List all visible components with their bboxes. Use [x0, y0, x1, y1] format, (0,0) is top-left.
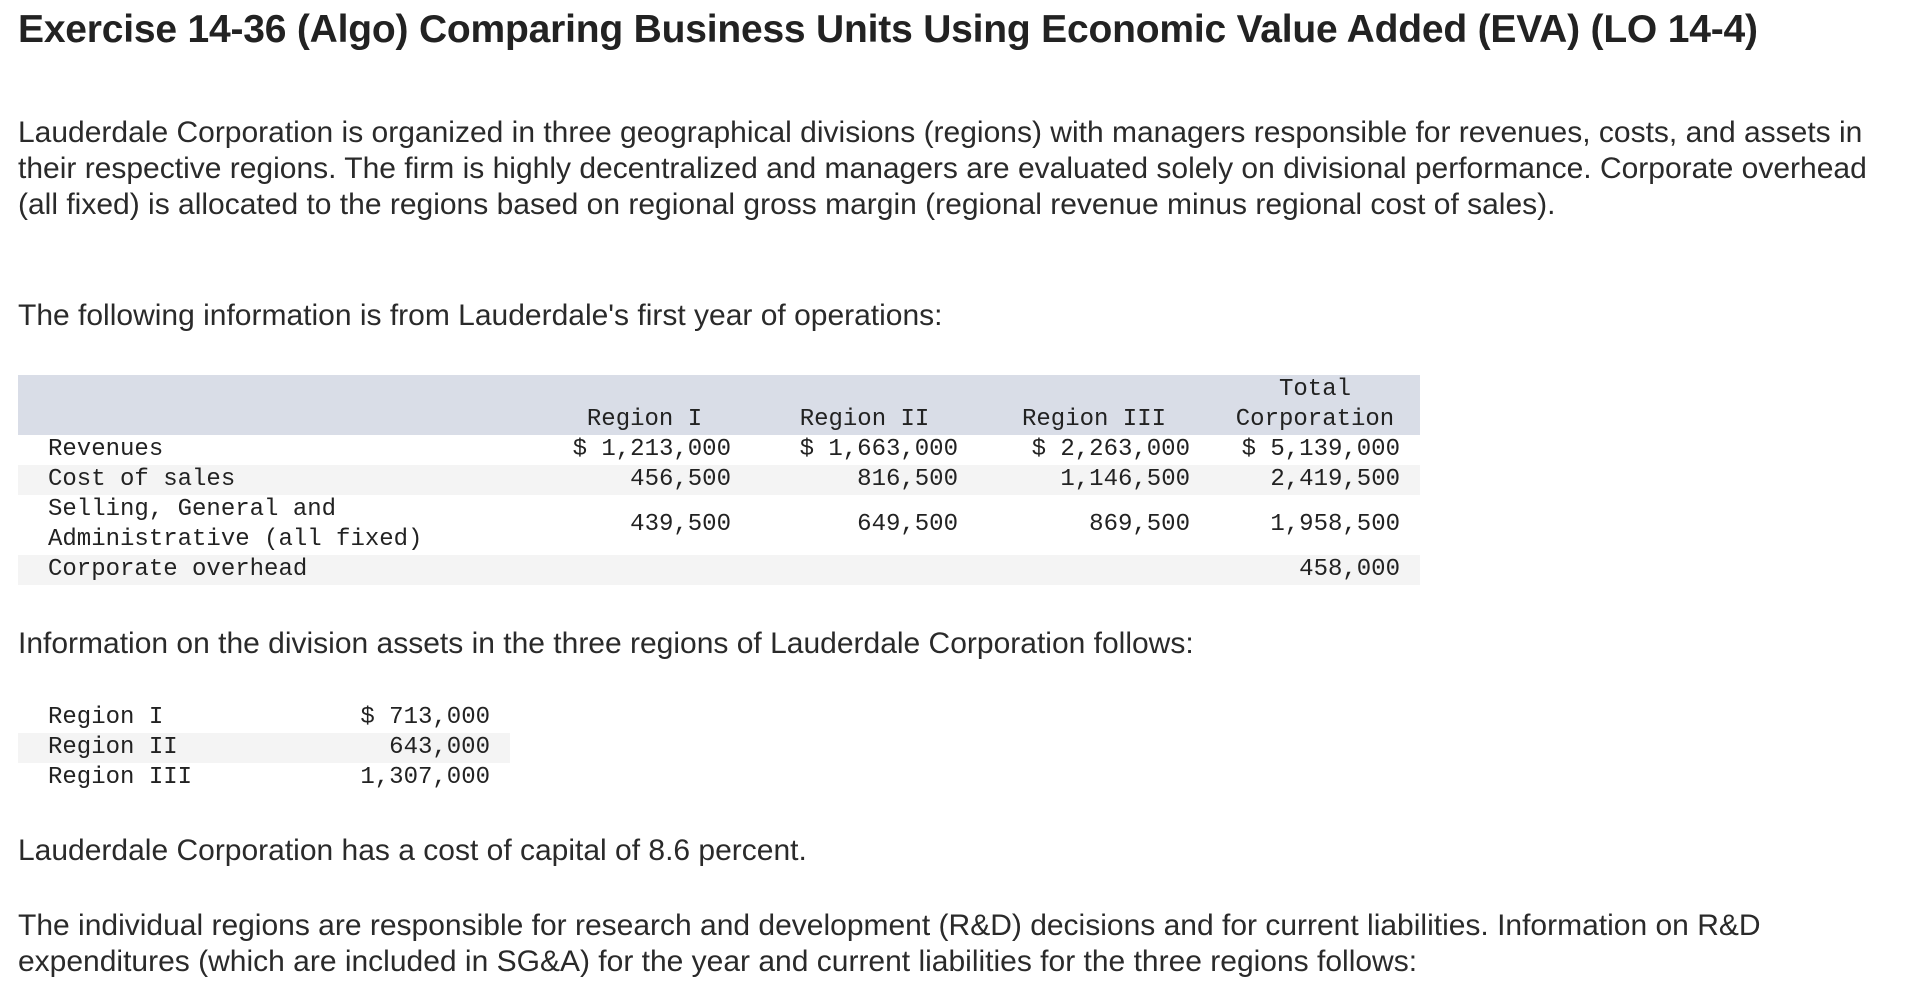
cell-value: 1,307,000 — [360, 764, 490, 791]
income-table-header-row: Region I Region II Region III Total Corp… — [18, 375, 1420, 435]
header-region-1: Region I — [538, 375, 751, 435]
cell-value — [978, 555, 1210, 585]
cost-of-capital-text: Lauderdale Corporation has a cost of cap… — [18, 834, 807, 867]
cell-value: $ 1,663,000 — [799, 436, 958, 463]
cell-value — [538, 555, 751, 585]
cell-value: 816,500 — [751, 465, 978, 495]
table-row-corporate-overhead: Corporate overhead 458,000 — [18, 555, 1420, 585]
table-row-cost-of-sales: Cost of sales 456,500 816,500 1,146,500 … — [18, 465, 1420, 495]
row-label: Region I — [48, 704, 164, 731]
table-row-asset-region-2: Region II 643,000 — [18, 733, 510, 763]
cell-value: 456,500 — [538, 465, 751, 495]
header-region-2: Region II — [751, 375, 978, 435]
row-label-line1: Selling, General and — [48, 496, 337, 523]
assets-table: Region I $ 713,000 Region II 643,000 Reg… — [18, 703, 510, 793]
cell-value: 1,958,500 — [1270, 511, 1400, 538]
row-label: Region III — [48, 764, 193, 791]
cell-value: $ 1,213,000 — [572, 436, 731, 463]
cell-value: $ 5,139,000 — [1241, 436, 1400, 463]
row-label: Cost of sales — [18, 465, 538, 495]
header-region-3: Region III — [978, 375, 1210, 435]
cell-value: 643,000 — [278, 733, 510, 763]
cell-value: 869,500 — [1089, 511, 1190, 538]
row-label-line2: Administrative (all fixed) — [48, 526, 423, 553]
cell-value: 1,146,500 — [978, 465, 1210, 495]
intro-paragraph: Lauderdale Corporation is organized in t… — [18, 116, 1867, 221]
table-row-revenues: Revenues $ 1,213,000 $ 1,663,000 $ 2,263… — [18, 435, 1420, 465]
rd-intro-text: The individual regions are responsible f… — [18, 909, 1761, 978]
page-title: Exercise 14-36 (Algo) Comparing Business… — [18, 8, 1758, 51]
income-table: Region I Region II Region III Total Corp… — [18, 375, 1420, 585]
table-row-asset-region-1: Region I $ 713,000 — [18, 703, 510, 733]
table-row-sga: Selling, General and Administrative (all… — [18, 495, 1420, 555]
cell-value: 649,500 — [857, 511, 958, 538]
table-row-asset-region-3: Region III 1,307,000 — [18, 763, 510, 793]
row-label: Corporate overhead — [18, 555, 538, 585]
cell-value: 439,500 — [630, 511, 731, 538]
cell-value: 458,000 — [1210, 555, 1420, 585]
header-total-corporation: Total Corporation — [1210, 375, 1420, 435]
header-total-line1: Total — [1278, 376, 1351, 403]
cell-value — [751, 555, 978, 585]
header-total-line2: Corporation — [1235, 406, 1395, 433]
row-label: Region II — [18, 733, 278, 763]
assets-intro-text: Information on the division assets in th… — [18, 627, 1194, 660]
row-label: Revenues — [48, 436, 164, 463]
following-info-text: The following information is from Lauder… — [18, 299, 943, 332]
cell-value: $ 2,263,000 — [1031, 436, 1190, 463]
row-label: Selling, General and Administrative (all… — [18, 495, 538, 555]
cell-value: $ 713,000 — [360, 704, 490, 731]
cell-value: 2,419,500 — [1210, 465, 1420, 495]
